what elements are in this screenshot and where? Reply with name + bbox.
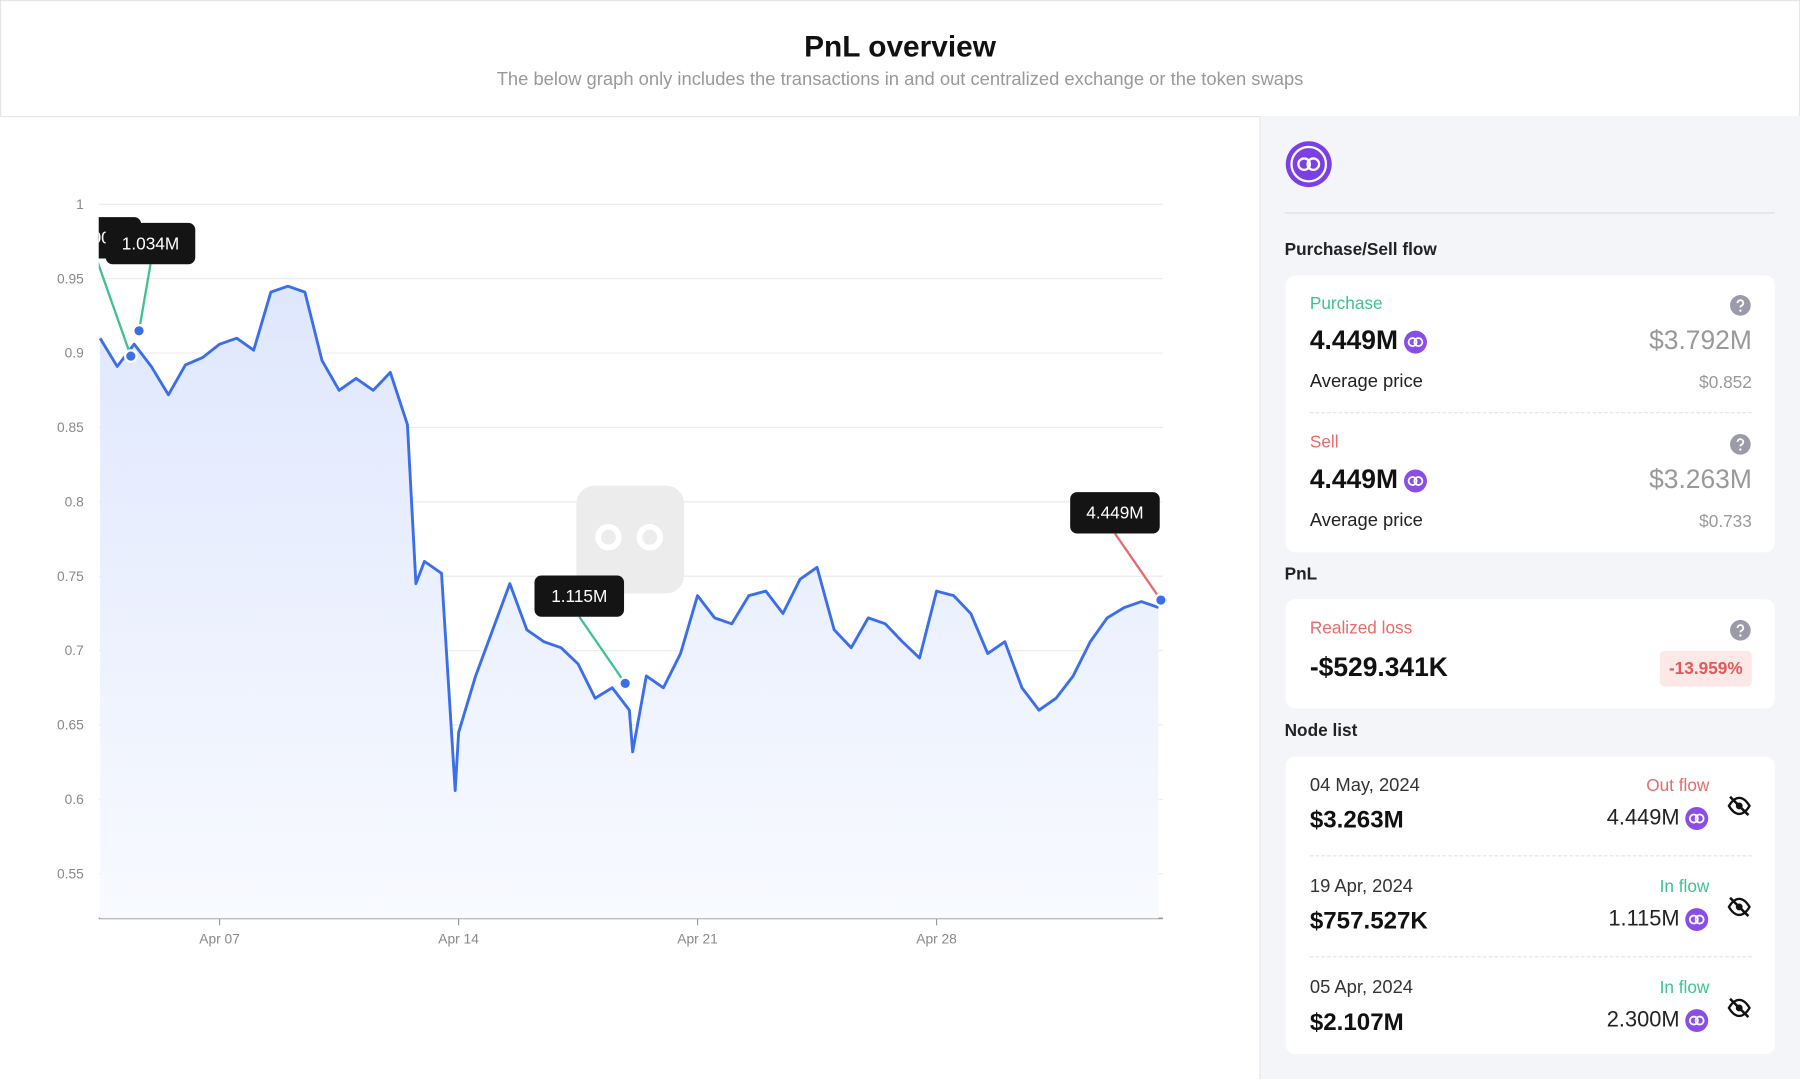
avg-price: $0.733 (1699, 512, 1752, 532)
node-amount: 1.115M (1608, 907, 1709, 932)
y-tick-label: 0.55 (57, 866, 84, 881)
y-tick-label: 0.7 (65, 643, 84, 658)
help-icon[interactable] (1729, 294, 1752, 317)
amount: -$529.341K (1309, 652, 1448, 682)
avg-price: $0.852 (1699, 373, 1752, 393)
token-icon (1403, 469, 1427, 493)
label: Purchase (1309, 293, 1383, 314)
label: Realized loss (1309, 618, 1413, 639)
hide-toggle[interactable] (1727, 794, 1752, 817)
node-amount: 2.300M (1607, 1008, 1710, 1033)
watermark-logo (636, 524, 663, 551)
token-icon (1685, 807, 1709, 831)
node-date: 19 Apr, 2024 (1309, 877, 1414, 897)
token-icon (1685, 908, 1709, 932)
node-list: 04 May, 2024 $3.263M Out flow 4.449M 19 … (1285, 756, 1775, 1054)
x-tick-label: Apr 07 (199, 932, 240, 947)
tooltip (534, 575, 625, 617)
divider (1309, 956, 1752, 958)
amount-text: 4.449M (1309, 463, 1398, 494)
subtitle: The below graph only includes the transa… (496, 70, 1304, 90)
amount: 4.449M (1310, 325, 1428, 356)
watermark-logo (576, 485, 685, 594)
x-tick-label: Apr 21 (677, 932, 718, 947)
leader-line (98, 261, 132, 357)
flow-card: Purchase 4.449M $3.792M Average price $0… (1285, 275, 1775, 553)
area (100, 286, 1159, 919)
tooltip (1070, 492, 1160, 534)
node-date: 04 May, 2024 (1309, 776, 1420, 796)
leader-line (578, 616, 627, 685)
y-tick-label: 0.75 (57, 569, 84, 584)
tooltip-label: 1.115M (551, 586, 607, 606)
y-tick-label: 1 (76, 197, 84, 212)
sidebar: Purchase/Sell flow Purchase 4.449M $3.79… (1259, 115, 1800, 1080)
y-tick-label: 0.85 (57, 420, 84, 435)
chart: 0.55 0.6 0.65 0.7 0.75 0.8 0.85 0.9 0.95 1 Apr 07 A… (57, 197, 1167, 947)
node-direction: Out flow (1646, 776, 1710, 796)
leader-line (1114, 532, 1162, 601)
annotation-point (123, 349, 138, 363)
help-icon[interactable] (1729, 433, 1752, 456)
token-icon (1403, 330, 1427, 354)
annotation-point (132, 323, 146, 338)
hide-toggle[interactable] (1727, 996, 1752, 1019)
hide-toggle[interactable] (1727, 895, 1752, 918)
x-tick-label: Apr 28 (916, 932, 957, 947)
amount-text: 4.449M (1309, 324, 1398, 355)
divider (1309, 855, 1752, 857)
amount-text: 2.300M (1606, 1007, 1680, 1033)
header: PnL overview The below graph only includ… (0, 0, 1800, 118)
node-usd: $2.107M (1309, 1009, 1404, 1036)
token-icon (1685, 1009, 1709, 1033)
usd: $3.263M (1649, 463, 1752, 494)
divider (1309, 412, 1752, 414)
tooltip-label: 4.449M (1086, 503, 1143, 523)
amount-text: 1.115M (1608, 906, 1680, 932)
y-tick-label: 0.95 (57, 271, 84, 286)
y-tick-label: 0.9 (65, 346, 84, 361)
section-heading: Node list (1284, 720, 1358, 741)
amount: 4.449M (1310, 464, 1428, 495)
watermark-logo (595, 524, 622, 551)
label: Sell (1309, 432, 1339, 453)
pnl-card: Realized loss -$529.341K -13.959% (1285, 599, 1775, 709)
help-icon[interactable] (1729, 619, 1752, 642)
tooltip (105, 222, 196, 265)
usd: $3.792M (1649, 324, 1752, 355)
node-direction: In flow (1659, 978, 1710, 998)
section-heading: PnL (1284, 564, 1318, 585)
tooltip-label: 1.034M (122, 233, 179, 253)
divider (1284, 212, 1775, 214)
avg-label: Average price (1309, 371, 1423, 392)
avg-label: Average price (1309, 510, 1423, 531)
y-tick-label: 0.6 (65, 792, 84, 807)
price-line (98, 284, 1159, 792)
amount-text: 4.449M (1606, 805, 1680, 831)
percent-badge: -13.959% (1659, 650, 1752, 687)
title: PnL overview (804, 28, 996, 64)
node-amount: 4.449M (1607, 806, 1710, 831)
annotation-point (618, 676, 633, 691)
token-logo (1285, 141, 1332, 188)
node-usd: $757.527K (1309, 908, 1428, 935)
annotation-point (1153, 593, 1167, 607)
leader-line (137, 264, 152, 331)
y-tick-label: 0.8 (65, 494, 84, 509)
x-tick-label: Apr 14 (438, 932, 479, 947)
node-usd: $3.263M (1309, 807, 1404, 834)
y-tick-label: 0.65 (57, 718, 84, 733)
node-date: 05 Apr, 2024 (1309, 978, 1414, 998)
node-direction: In flow (1659, 877, 1710, 897)
section-heading: Purchase/Sell flow (1284, 239, 1437, 260)
